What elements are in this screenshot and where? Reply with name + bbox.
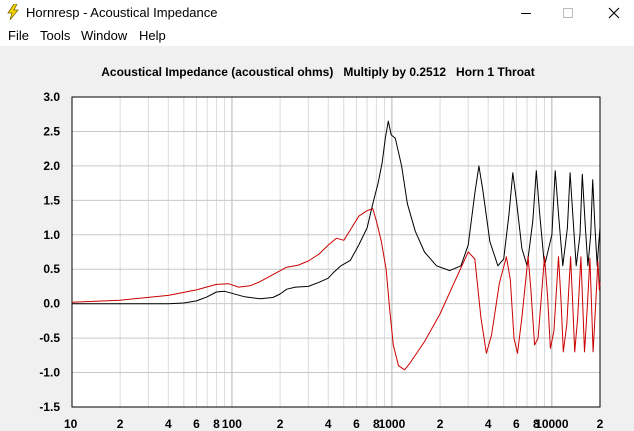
title-bar: Hornresp - Acoustical Impedance (0, 0, 634, 25)
y-tick-label: -0.5 (39, 331, 60, 345)
window-title: Hornresp - Acoustical Impedance (26, 5, 218, 20)
x-tick-label: 4 (325, 417, 332, 431)
x-tick-label: 6 (193, 417, 200, 431)
menu-help[interactable]: Help (139, 28, 166, 43)
menu-tools[interactable]: Tools (40, 28, 71, 43)
x-tick-label: 10 (64, 417, 78, 431)
x-tick-label: 8 (213, 417, 220, 431)
plot-frame (71, 96, 601, 408)
close-icon (608, 7, 620, 19)
impedance-chart: Acoustical Impedance (acoustical ohms) M… (39, 65, 604, 431)
menu-window[interactable]: Window (81, 28, 128, 43)
x-tick-label: 1000 (379, 417, 406, 431)
menu-file[interactable]: File (8, 28, 29, 43)
y-axis-labels: 3.0 2.5 2.0 1.5 1.0 0.5 0.0 -0.5 -1.0 -1.5 (39, 90, 60, 414)
plot-area (72, 97, 600, 407)
y-tick-label: 2.5 (43, 124, 60, 138)
x-tick-label: 2 (277, 417, 284, 431)
series-line-red (71, 208, 601, 371)
x-tick-label: 2 (117, 417, 124, 431)
close-button[interactable] (594, 0, 634, 25)
minimize-button[interactable] (506, 0, 546, 25)
y-tick-label: 1.0 (43, 228, 60, 242)
maximize-icon (563, 8, 573, 18)
lightning-bolt-icon (7, 4, 19, 20)
y-tick-label: 0.0 (43, 297, 60, 311)
x-tick-label: 10000 (535, 417, 569, 431)
x-tick-label: 6 (353, 417, 360, 431)
x-tick-label: 100 (222, 417, 242, 431)
y-tick-label: 1.5 (43, 193, 60, 207)
maximize-button[interactable] (548, 0, 588, 25)
y-tick-label: 2.0 (43, 159, 60, 173)
series-lines (71, 120, 601, 371)
x-tick-label: 8 (373, 417, 380, 431)
x-tick-label: 4 (165, 417, 172, 431)
y-tick-label: -1.5 (39, 400, 60, 414)
chart-area: Acoustical Impedance (acoustical ohms) M… (0, 46, 634, 431)
x-tick-label: 2 (597, 417, 604, 431)
x-tick-label: 4 (485, 417, 492, 431)
menu-bar: File Tools Window Help (0, 25, 634, 46)
y-tick-label: -1.0 (39, 366, 60, 380)
grid (71, 96, 601, 408)
x-tick-label: 6 (513, 417, 520, 431)
y-tick-label: 0.5 (43, 262, 60, 276)
y-tick-label: 3.0 (43, 90, 60, 104)
series-line-black (72, 120, 601, 305)
x-tick-label: 8 (533, 417, 540, 431)
minimize-icon (521, 13, 531, 14)
x-tick-label: 2 (437, 417, 444, 431)
chart-title: Acoustical Impedance (acoustical ohms) M… (101, 65, 534, 79)
